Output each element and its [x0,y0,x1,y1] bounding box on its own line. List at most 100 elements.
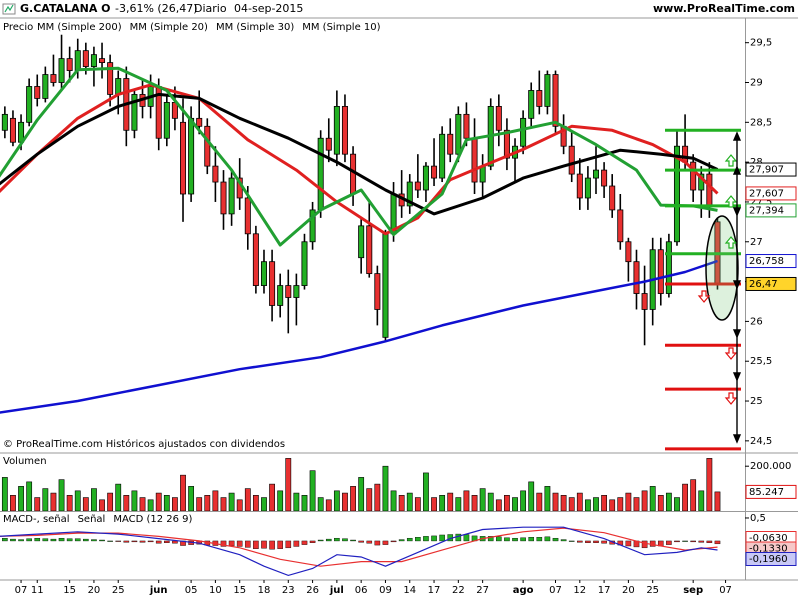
value-label-box [745,276,797,291]
macd-histogram-bar [26,538,32,542]
volume-bar [115,483,122,511]
volume-bar [163,495,170,511]
candle-body [333,105,340,155]
macd-panel [0,526,721,577]
candle-body [260,261,267,286]
candle-body [374,273,381,310]
volume-bar [390,490,397,511]
x-tick-label: 14 [403,585,416,596]
macd-histogram-bar [220,540,227,547]
volume-bar [293,492,300,511]
macd-histogram-bar [544,536,551,542]
volume-bar [107,492,114,511]
macd-histogram-bar [398,539,405,542]
x-tick-label: 11 [31,585,44,596]
volume-bar [649,486,656,511]
moving-average [0,66,718,247]
x-tick-label: 10 [209,585,222,596]
right-axis: 24,52525,52626,52727,52828,52929,5200.00… [745,38,797,566]
volume-bar [180,474,186,511]
volume-bar [447,492,454,511]
macd-histogram-bar [58,537,65,542]
volume-bar [495,499,502,511]
macd-histogram-bar [423,536,429,542]
macd-histogram-bar [325,538,332,542]
volume-bar [277,490,284,511]
x-tick-label: 07 [719,585,732,596]
macd-histogram-bar [504,537,510,542]
value-label-box [745,552,797,566]
y-tick-label: 24,5 [750,436,772,447]
candle-body [74,50,81,71]
legend-item: MM (Simple 20) [130,22,208,33]
volume-bar [58,479,65,511]
candle-body [593,169,600,179]
candle-body [180,121,187,195]
volume-bar [560,495,567,511]
value-label: -0,1960 [749,554,788,565]
macd-histogram-bar [107,540,113,542]
value-label-box [745,162,797,177]
macd-histogram-bar [374,540,381,546]
volume-bar [269,483,275,511]
macd-histogram-bar [520,537,526,542]
candle-body [269,261,276,306]
x-tick-label: 20 [88,585,101,596]
value-label: 27,907 [749,165,784,176]
macd-histogram-bar [147,540,154,543]
volume-bar [285,458,292,511]
volume-bar [147,499,154,511]
up-arrow [724,195,738,208]
volume-bar [317,497,324,511]
candle-body [252,233,259,286]
candle-body [325,137,332,151]
candle-body [228,177,235,215]
macd-histogram-bar [269,540,275,550]
volume-bar [576,492,583,511]
value-label-box [745,254,797,269]
volume-bar [536,492,543,511]
macd-histogram-bar [342,538,348,542]
moving-average [0,259,718,414]
volume-bar [585,499,591,511]
volume-bar [552,492,559,511]
volume-bar [82,497,89,511]
candle-body [447,133,454,155]
candle-body [576,173,583,199]
value-label: 27,607 [749,188,784,199]
volume-bar [50,492,57,511]
volume-bar [172,497,178,511]
macd-histogram-bar [463,534,470,542]
candle-body [34,86,41,99]
volume-bar [512,497,518,511]
volume-bar [423,472,429,511]
y-tick-label: 25 [750,396,763,407]
volume-bar [91,488,97,511]
candle-body [673,145,680,243]
volume-bar [455,497,462,511]
value-label: 26,758 [749,256,784,267]
volume-bar [366,488,373,511]
candle-body [528,90,535,119]
candle-body [495,105,502,131]
candle-body [204,125,211,167]
macd-histogram-bar [172,540,178,544]
legend: MM (Simple 200) MM (Simple 20) MM (Simple … [37,22,381,33]
macd-histogram-bar [585,540,591,543]
macd-histogram-bar [536,537,543,542]
x-tick-label: 18 [258,585,271,596]
value-label-box [745,186,797,201]
candle-body [366,225,373,275]
macd-histogram-bar [455,533,462,542]
candle-body [131,94,138,131]
panel-title: Volumen [3,456,47,467]
volume-bar [350,486,356,511]
macd-histogram-bar [641,540,648,549]
candle-body [479,165,486,183]
macd-histogram-bar [366,540,373,544]
y-tick-label: 0,5 [750,513,766,524]
volume-bar [196,497,203,511]
macd-histogram-bar [18,539,24,542]
